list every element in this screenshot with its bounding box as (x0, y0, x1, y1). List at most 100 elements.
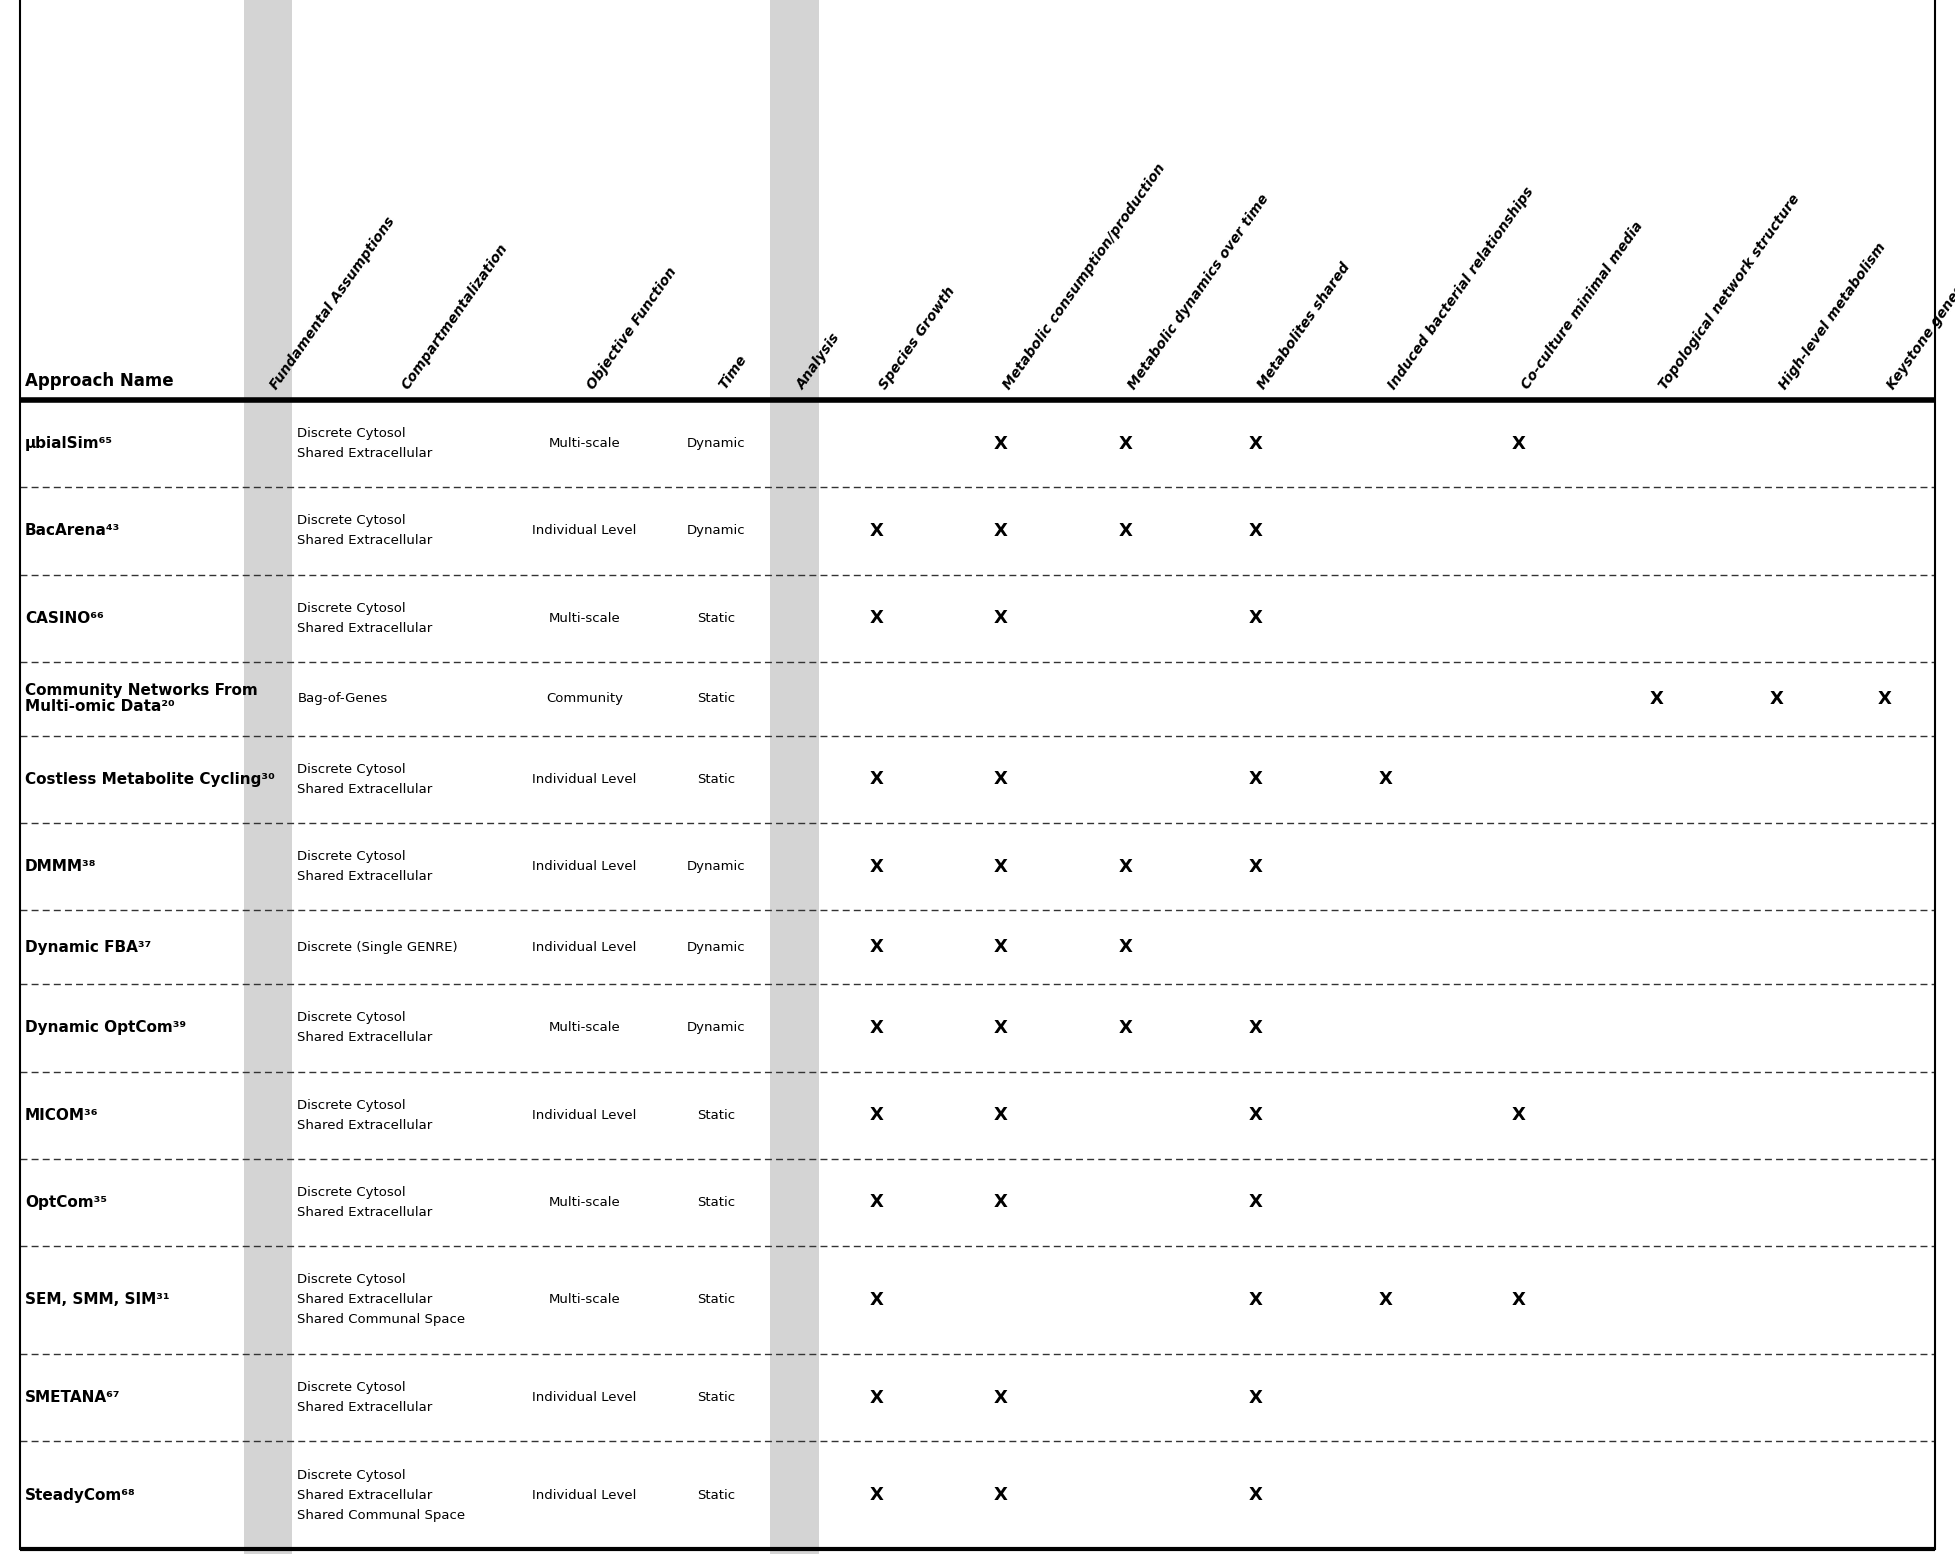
Text: Shared Communal Space: Shared Communal Space (297, 1509, 465, 1521)
Text: Individual Level: Individual Level (532, 940, 637, 954)
Text: CASINO⁶⁶: CASINO⁶⁶ (25, 611, 104, 626)
Text: Static: Static (698, 1108, 735, 1122)
Text: Discrete Cytosol: Discrete Cytosol (297, 850, 407, 862)
Text: Time: Time (716, 353, 751, 392)
Text: X: X (870, 939, 884, 956)
Text: Static: Static (698, 612, 735, 625)
Text: X: X (1249, 609, 1263, 628)
Text: Shared Extracellular: Shared Extracellular (297, 1032, 432, 1044)
Text: X: X (870, 771, 884, 788)
Text: Discrete Cytosol: Discrete Cytosol (297, 514, 407, 527)
Text: X: X (870, 1193, 884, 1212)
Text: Approach Name: Approach Name (25, 371, 174, 390)
Text: Discrete Cytosol: Discrete Cytosol (297, 1186, 407, 1200)
Text: Shared Extracellular: Shared Extracellular (297, 1293, 432, 1307)
Text: Dynamic: Dynamic (686, 1021, 745, 1035)
Text: Co-culture minimal media: Co-culture minimal media (1519, 219, 1646, 392)
Text: Shared Communal Space: Shared Communal Space (297, 1313, 465, 1327)
Text: X: X (1249, 1486, 1263, 1504)
Text: X: X (1877, 690, 1890, 707)
Text: Dynamic OptCom³⁹: Dynamic OptCom³⁹ (25, 1021, 186, 1035)
Text: Individual Level: Individual Level (532, 524, 637, 538)
Text: X: X (993, 939, 1007, 956)
Text: Static: Static (698, 1391, 735, 1405)
Text: X: X (870, 1106, 884, 1124)
Text: Metabolites shared: Metabolites shared (1255, 261, 1353, 392)
Text: DMMM³⁸: DMMM³⁸ (25, 859, 96, 875)
Text: X: X (993, 435, 1007, 452)
Text: X: X (993, 858, 1007, 876)
Text: X: X (1650, 690, 1664, 707)
Text: X: X (1511, 1291, 1527, 1308)
Text: X: X (1511, 1106, 1527, 1124)
Text: Shared Extracellular: Shared Extracellular (297, 783, 432, 796)
Text: Shared Extracellular: Shared Extracellular (297, 535, 432, 547)
Text: Multi-scale: Multi-scale (549, 1021, 620, 1035)
Text: Metabolic dynamics over time: Metabolic dynamics over time (1126, 191, 1271, 392)
Text: μbialSim⁶⁵: μbialSim⁶⁵ (25, 437, 113, 451)
Text: Discrete Cytosol: Discrete Cytosol (297, 601, 407, 615)
Text: Individual Level: Individual Level (532, 1391, 637, 1405)
Text: X: X (993, 1106, 1007, 1124)
Text: X: X (870, 522, 884, 539)
Text: X: X (1378, 771, 1392, 788)
Text: X: X (870, 858, 884, 876)
Text: Shared Extracellular: Shared Extracellular (297, 1119, 432, 1131)
Text: X: X (1249, 522, 1263, 539)
Text: Multi-scale: Multi-scale (549, 437, 620, 451)
Text: Dynamic: Dynamic (686, 437, 745, 451)
Text: Static: Static (698, 1197, 735, 1209)
Text: Shared Extracellular: Shared Extracellular (297, 870, 432, 883)
Text: X: X (1249, 1291, 1263, 1308)
Text: Discrete Cytosol: Discrete Cytosol (297, 1469, 407, 1481)
Text: Dynamic: Dynamic (686, 940, 745, 954)
Text: Multi-scale: Multi-scale (549, 612, 620, 625)
Text: X: X (1249, 1106, 1263, 1124)
Text: X: X (1249, 858, 1263, 876)
Text: Topological network structure: Topological network structure (1656, 191, 1803, 392)
Text: SteadyCom⁶⁸: SteadyCom⁶⁸ (25, 1487, 135, 1503)
Text: Shared Extracellular: Shared Extracellular (297, 1489, 432, 1501)
Text: X: X (993, 609, 1007, 628)
Text: X: X (1118, 939, 1132, 956)
Text: X: X (1769, 690, 1783, 707)
Text: Discrete Cytosol: Discrete Cytosol (297, 1099, 407, 1111)
Bar (770, 0, 819, 1554)
Text: Species Growth: Species Growth (878, 284, 958, 392)
Text: SEM, SMM, SIM³¹: SEM, SMM, SIM³¹ (25, 1293, 170, 1307)
Text: X: X (870, 1389, 884, 1406)
Text: Community: Community (545, 692, 624, 706)
Text: Shared Extracellular: Shared Extracellular (297, 1402, 432, 1414)
Text: X: X (1249, 1193, 1263, 1212)
Text: Community Networks From: Community Networks From (25, 684, 258, 698)
Text: X: X (1249, 435, 1263, 452)
Text: Discrete Cytosol: Discrete Cytosol (297, 1273, 407, 1287)
Text: X: X (993, 1486, 1007, 1504)
Text: Costless Metabolite Cycling³⁰: Costless Metabolite Cycling³⁰ (25, 772, 276, 786)
Text: X: X (1378, 1291, 1392, 1308)
Text: Multi-omic Data²⁰: Multi-omic Data²⁰ (25, 699, 174, 715)
Text: X: X (993, 771, 1007, 788)
Text: X: X (1249, 1019, 1263, 1037)
Text: Individual Level: Individual Level (532, 772, 637, 786)
Text: Dynamic FBA³⁷: Dynamic FBA³⁷ (25, 940, 151, 954)
Text: Discrete Cytosol: Discrete Cytosol (297, 1382, 407, 1394)
Text: X: X (1511, 435, 1527, 452)
Text: Induced bacterial relationships: Induced bacterial relationships (1386, 185, 1537, 392)
Text: Static: Static (698, 692, 735, 706)
Text: Individual Level: Individual Level (532, 861, 637, 873)
Text: Shared Extracellular: Shared Extracellular (297, 622, 432, 634)
Text: BacArena⁴³: BacArena⁴³ (25, 524, 121, 538)
Text: Discrete Cytosol: Discrete Cytosol (297, 1012, 407, 1024)
Text: MICOM³⁶: MICOM³⁶ (25, 1108, 98, 1122)
Text: Objective Function: Objective Function (585, 264, 678, 392)
Text: SMETANA⁶⁷: SMETANA⁶⁷ (25, 1389, 121, 1405)
Text: Shared Extracellular: Shared Extracellular (297, 1206, 432, 1218)
Text: X: X (993, 1193, 1007, 1212)
Bar (244, 0, 291, 1554)
Text: High-level metabolism: High-level metabolism (1777, 241, 1889, 392)
Text: X: X (870, 609, 884, 628)
Text: Bag-of-Genes: Bag-of-Genes (297, 692, 387, 706)
Text: OptCom³⁵: OptCom³⁵ (25, 1195, 108, 1211)
Text: X: X (993, 1019, 1007, 1037)
